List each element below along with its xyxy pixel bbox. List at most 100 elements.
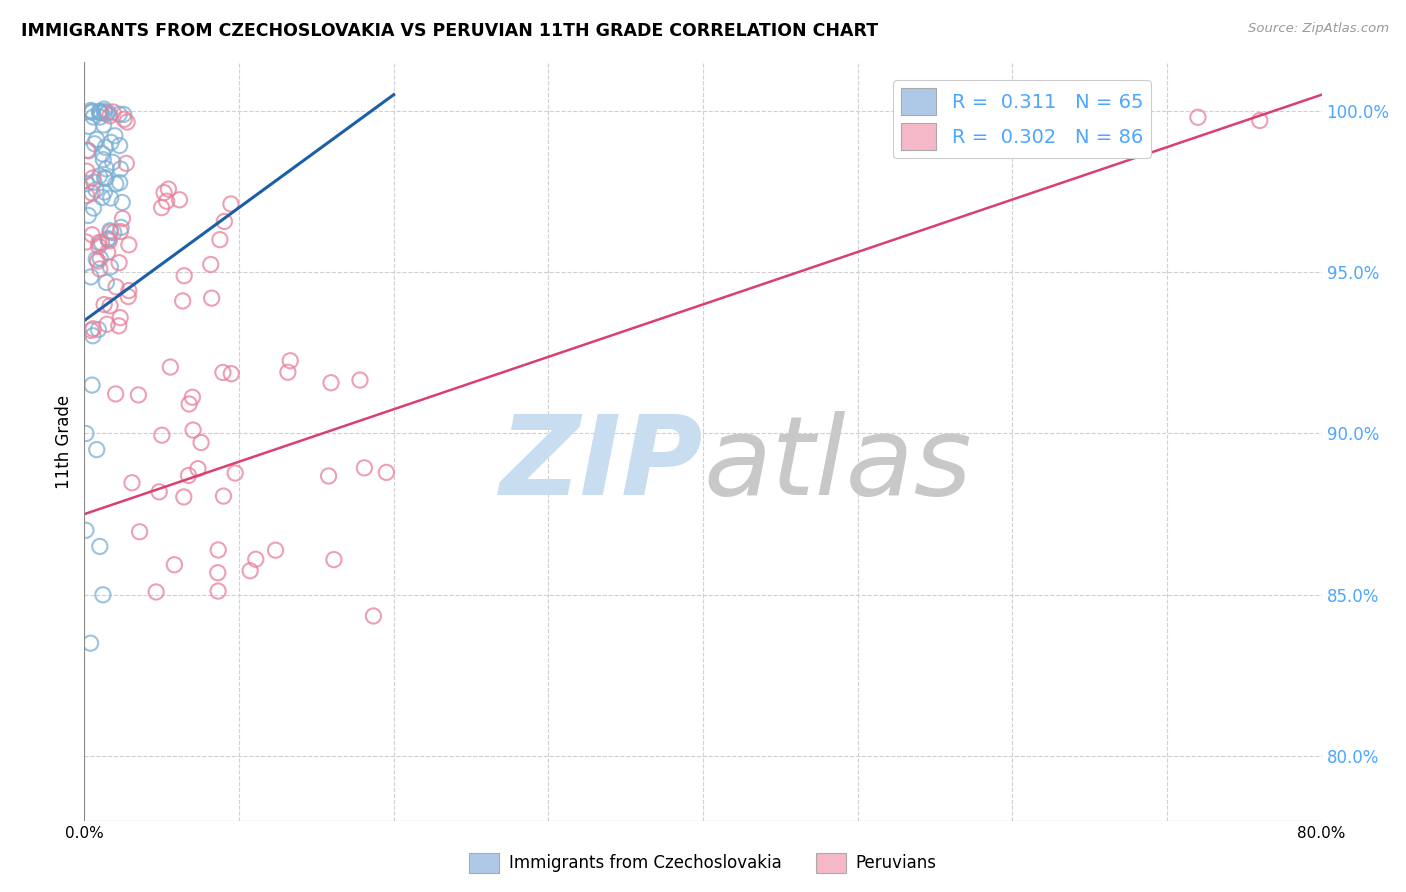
Point [96, 161, 118, 176]
Point [127, 388, 149, 402]
Point [349, 373, 371, 387]
Point [80, 323, 103, 337]
Point [98, 299, 121, 313]
Point [98, 109, 121, 123]
Point [277, 365, 299, 379]
Point [224, 466, 246, 480]
Point [93, 118, 115, 132]
Point [89, 110, 111, 124]
Point [150, 201, 173, 215]
Point [90, 106, 112, 120]
Point [101, 104, 124, 119]
Point [108, 138, 131, 153]
Point [1249, 113, 1271, 128]
Point [80, 105, 103, 120]
Point [181, 390, 204, 404]
Point [319, 376, 342, 390]
Point [76, 177, 98, 191]
Point [93, 104, 115, 119]
Point [76, 188, 98, 202]
Point [97, 245, 120, 260]
Point [245, 552, 267, 566]
Point [148, 484, 170, 499]
Point [121, 475, 143, 490]
Point [112, 107, 135, 121]
Point [108, 310, 131, 325]
Point [93, 185, 115, 199]
Point [173, 490, 195, 504]
Point [100, 136, 122, 150]
Point [110, 161, 132, 176]
Point [98, 260, 121, 274]
Point [80, 104, 103, 119]
Point [100, 225, 122, 239]
Point [91, 147, 114, 161]
Point [82, 171, 104, 186]
Point [163, 558, 186, 572]
Point [77, 144, 100, 158]
Point [98, 234, 121, 248]
Point [110, 225, 132, 239]
Point [118, 284, 141, 298]
Point [353, 461, 375, 475]
Point [93, 102, 115, 116]
Point [89, 540, 111, 554]
Point [212, 489, 235, 503]
Point [103, 226, 125, 240]
Point [97, 105, 120, 120]
Point [212, 366, 235, 380]
Point [278, 353, 301, 368]
Point [86, 442, 108, 457]
Point [96, 276, 118, 290]
Point [200, 258, 222, 272]
Text: Source: ZipAtlas.com: Source: ZipAtlas.com [1249, 22, 1389, 36]
Point [84, 183, 107, 197]
Point [89, 105, 111, 120]
Point [83, 136, 105, 151]
Point [181, 423, 204, 437]
Point [77, 120, 100, 134]
Point [77, 209, 100, 223]
Point [179, 397, 201, 411]
Point [187, 461, 209, 475]
Point [91, 190, 114, 204]
Legend: Immigrants from Czechoslovakia, Peruvians: Immigrants from Czechoslovakia, Peruvian… [463, 847, 943, 880]
Point [221, 367, 243, 381]
Point [207, 566, 229, 580]
Point [201, 291, 224, 305]
Point [97, 231, 120, 245]
Point [111, 211, 134, 226]
Text: ZIP: ZIP [499, 411, 703, 517]
Point [104, 128, 127, 143]
Y-axis label: 11th Grade: 11th Grade [55, 394, 73, 489]
Point [75, 426, 97, 441]
Point [118, 237, 141, 252]
Point [86, 254, 108, 268]
Point [1187, 110, 1209, 124]
Point [157, 182, 180, 196]
Legend: R =  0.311   N = 65, R =  0.302   N = 86: R = 0.311 N = 65, R = 0.302 N = 86 [893, 79, 1152, 158]
Point [172, 293, 194, 308]
Point [89, 252, 111, 266]
Point [96, 318, 118, 332]
Point [107, 318, 129, 333]
Point [115, 115, 138, 129]
Point [89, 261, 111, 276]
Point [115, 156, 138, 170]
Point [94, 171, 117, 186]
Point [84, 252, 107, 267]
Point [93, 297, 115, 311]
Point [89, 104, 111, 119]
Point [159, 359, 181, 374]
Point [87, 322, 110, 336]
Point [239, 564, 262, 578]
Point [110, 220, 132, 235]
Point [82, 328, 104, 343]
Point [75, 235, 97, 249]
Point [169, 193, 191, 207]
Point [153, 186, 176, 200]
Point [82, 110, 104, 124]
Point [363, 609, 385, 624]
Point [111, 195, 134, 210]
Point [82, 322, 104, 336]
